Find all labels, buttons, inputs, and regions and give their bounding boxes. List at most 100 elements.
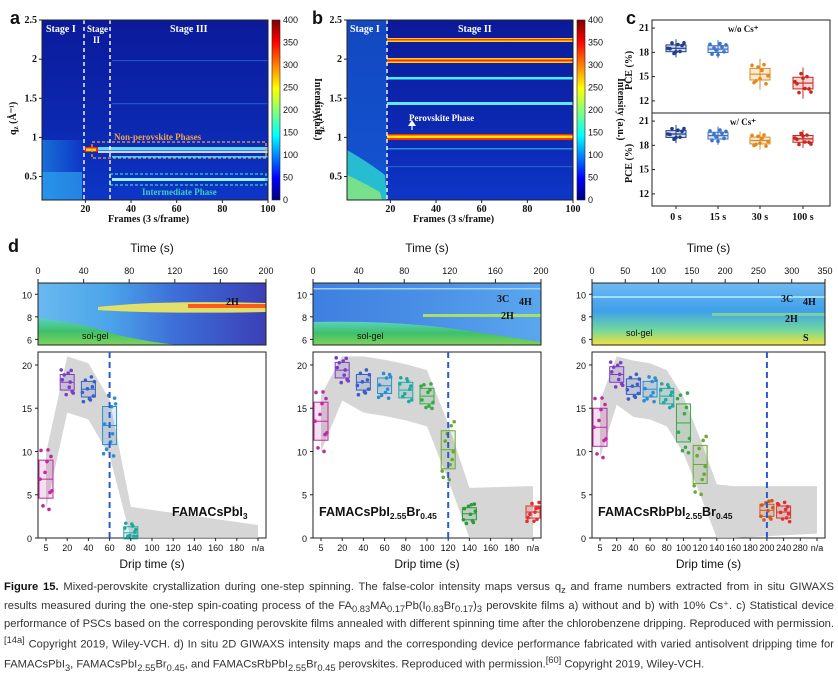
caption-line4c: , and FAMACsRbPbI [184, 658, 289, 671]
panel-d-2h-core [188, 304, 266, 308]
panel-d-map-label: 4H [803, 297, 816, 308]
panel-c-point [670, 41, 674, 45]
panel-d-point [355, 383, 360, 388]
panel-d-xtick-label: 80 [126, 543, 136, 553]
panel-c-point [801, 76, 805, 81]
panel-c-point [710, 138, 714, 143]
panel-d-point [440, 469, 445, 473]
panel-d-point [601, 455, 605, 460]
panel-b-line-q2.35-core [387, 39, 573, 41]
caption-line1-sub: z [561, 585, 566, 596]
panel-d-point [346, 379, 351, 383]
panel-d-point [702, 472, 706, 477]
panel-c-point [807, 87, 811, 91]
panel-d-point [430, 406, 434, 411]
panel-d-point [367, 372, 372, 377]
panel-d-point [113, 402, 118, 406]
panel-d-xtick-label: 280 [793, 543, 808, 553]
panel-b-line-q2.0-core [387, 59, 573, 62]
panel-d-point [112, 396, 117, 400]
panel-d-point [39, 448, 43, 453]
panel-d-point [647, 375, 651, 379]
panel-d-point [318, 412, 322, 417]
panel-d-point [388, 375, 393, 379]
panel-d-map-label: 4H [519, 297, 532, 308]
panel-d-2h-band [423, 314, 541, 317]
panel-d-xtick-label: 40 [358, 543, 368, 553]
panel-d-point [652, 399, 656, 404]
panel-d-point [441, 475, 446, 480]
panel-d-point [680, 448, 685, 453]
panel-d-xtick-label: 40 [83, 543, 93, 553]
panel-d-xtick-label: 20 [612, 543, 622, 553]
panel-d-xtick-label: n/a [252, 543, 265, 553]
panel-d-point [697, 446, 701, 451]
panel-d-point [766, 508, 770, 513]
panel-d-point [443, 439, 448, 443]
panel-d-time-label: Time (s) [130, 241, 174, 255]
panel-d-point [784, 516, 789, 520]
panel-c-label: c [626, 8, 636, 28]
panel-d-point [658, 388, 663, 392]
panel-d-point [769, 517, 773, 521]
panel-d-point [642, 398, 646, 403]
colorbar-tick-label: 100 [283, 150, 298, 160]
panel-d-point [615, 363, 620, 368]
panel-d-time-tick-label: 120 [442, 266, 457, 276]
panel-d-material-name: FAMACsPbI2.55Br0.45 [319, 505, 437, 521]
panel-d-xtick-label: 5 [597, 543, 602, 553]
panel-d-time-label: Time (s) [405, 241, 449, 255]
panel-d-xtick-label: 240 [776, 543, 791, 553]
panel-d-point [526, 515, 530, 520]
xtick-label: 20 [385, 204, 395, 215]
panel-d-xtick-label: 180 [229, 543, 244, 553]
panel-d-point [759, 514, 763, 519]
panel-c-point [805, 74, 809, 79]
panel-c-category-label: 30 s [752, 212, 769, 223]
panel-d-point [324, 396, 328, 401]
panel-d-point [366, 387, 371, 391]
panel-d-point [692, 483, 696, 488]
colorbar-tick-label: 350 [588, 38, 603, 48]
formula-part: 0.17 [454, 603, 474, 614]
caption-line3b: Copyright 2019, Wiley-VCH. d) In situ 2D… [4, 638, 834, 671]
panel-c-bottom-ylabel: PCE (%) [624, 144, 635, 183]
panel-d-xtick-label: 80 [401, 543, 411, 553]
panel-c-point [676, 42, 680, 47]
panel-d-point [602, 438, 606, 443]
panel-d-solgel-region [38, 318, 178, 345]
panel-d-point [320, 401, 324, 406]
panel-d-point [89, 375, 94, 379]
panel-d-point [431, 400, 435, 405]
caption-line1b: and frame numbers extracted from in situ [565, 581, 785, 593]
panel-d-map-ytick-label: 6 [581, 335, 586, 345]
panel-d-map-label: 3C [781, 294, 793, 305]
panel-d-point [613, 385, 618, 389]
panel-c-point [714, 48, 718, 52]
panel-d-time-tick-label: 0 [35, 266, 40, 276]
panel-c-point [716, 139, 720, 144]
panel-d-point [466, 504, 471, 509]
panel-d-map-label: 2H [501, 311, 514, 322]
panel-c-point [722, 136, 726, 141]
colorbar-tick-label: 250 [283, 83, 298, 93]
panel-d-point [620, 383, 625, 388]
xtick-label: 100 [261, 204, 276, 215]
panel-d-xtick-label: n/a [527, 543, 540, 553]
panel-d-point [617, 372, 622, 377]
panel-c-point [799, 131, 803, 136]
panel-d-point [630, 384, 635, 388]
panel-c-point [764, 82, 768, 86]
panel-d-point [419, 384, 423, 388]
xtick-label: 40 [431, 204, 441, 215]
panel-d-point [771, 505, 775, 510]
panel-d-point [429, 382, 433, 386]
panel-d-point [90, 385, 95, 389]
panel-d-time-tick-label: 200 [258, 266, 273, 276]
panel-c-point [724, 129, 728, 134]
panel-d-point [110, 432, 115, 436]
ytick-label: 1.5 [25, 93, 38, 104]
panel-a-stage3: Stage III [170, 24, 208, 35]
panel-d-point [104, 447, 109, 452]
ytick-label: 1.5 [330, 93, 343, 104]
